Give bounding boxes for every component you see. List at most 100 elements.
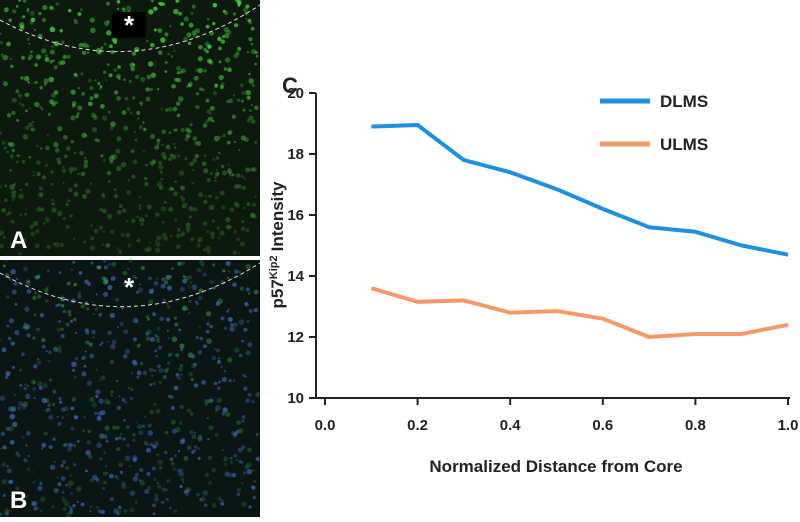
cell xyxy=(214,348,217,351)
cell xyxy=(183,16,189,22)
cell xyxy=(89,85,94,91)
cell xyxy=(61,168,67,174)
cell xyxy=(252,202,257,208)
cell xyxy=(214,172,220,177)
cell xyxy=(168,186,174,192)
cell xyxy=(139,361,144,366)
cell xyxy=(98,313,102,317)
cell xyxy=(203,503,208,507)
cell xyxy=(19,21,25,28)
cell xyxy=(230,462,234,465)
cell xyxy=(45,408,49,413)
cell xyxy=(181,202,188,209)
cell xyxy=(132,476,139,482)
cell xyxy=(94,79,97,82)
cell xyxy=(250,104,253,107)
cell xyxy=(147,430,154,436)
cell xyxy=(215,405,221,411)
cell xyxy=(49,5,54,10)
cell xyxy=(117,210,122,215)
cell xyxy=(196,140,202,146)
cell xyxy=(68,486,71,489)
cell xyxy=(136,375,140,379)
cell xyxy=(18,193,24,200)
cell xyxy=(41,337,46,343)
cell xyxy=(143,441,149,446)
cell xyxy=(142,150,146,153)
cell xyxy=(86,44,90,48)
cell xyxy=(155,335,160,340)
cell xyxy=(66,54,71,59)
cell xyxy=(199,87,203,91)
cell xyxy=(227,270,231,273)
cell xyxy=(25,280,31,287)
cell xyxy=(85,340,90,345)
cell xyxy=(156,338,161,343)
cell xyxy=(10,64,14,69)
cell xyxy=(138,216,144,223)
cell xyxy=(144,247,150,253)
cell xyxy=(185,222,191,229)
cell xyxy=(39,312,45,318)
cell xyxy=(176,113,181,118)
cell xyxy=(149,160,155,166)
cell xyxy=(255,54,259,58)
cell xyxy=(224,326,228,330)
cell xyxy=(180,22,184,26)
cell xyxy=(174,146,177,149)
cell xyxy=(148,288,154,294)
cell xyxy=(37,485,43,491)
cell xyxy=(170,55,174,58)
cell xyxy=(156,443,159,446)
cell xyxy=(60,296,66,302)
cell xyxy=(11,97,17,103)
cell xyxy=(66,446,72,452)
cell xyxy=(238,149,241,152)
cell xyxy=(62,310,66,314)
cell xyxy=(5,212,9,216)
cell xyxy=(220,39,226,44)
cell xyxy=(9,58,13,61)
cell xyxy=(129,490,136,496)
cell xyxy=(250,167,255,172)
cell xyxy=(187,81,193,87)
cell xyxy=(57,421,62,427)
cell xyxy=(209,112,212,115)
cell xyxy=(103,451,107,454)
x-tick-label: 0.4 xyxy=(500,417,522,434)
cell xyxy=(85,188,91,195)
cell xyxy=(182,275,186,279)
cell xyxy=(107,263,111,267)
cell xyxy=(225,411,231,418)
cell xyxy=(109,229,115,235)
cell xyxy=(187,285,191,288)
cell xyxy=(32,220,39,227)
cell xyxy=(69,474,73,477)
cell xyxy=(89,182,93,185)
cell xyxy=(185,486,192,493)
cell xyxy=(16,160,19,164)
cell xyxy=(49,26,56,33)
cell xyxy=(10,341,16,346)
cell xyxy=(30,379,37,385)
cell xyxy=(156,452,160,457)
cell xyxy=(40,108,44,111)
cell xyxy=(68,480,74,486)
cell xyxy=(110,154,115,159)
cell xyxy=(170,187,175,191)
cell xyxy=(117,505,122,510)
cell xyxy=(177,227,181,231)
cell xyxy=(132,96,135,100)
cell xyxy=(251,83,256,88)
cell xyxy=(254,50,259,55)
y-axis-label-sup: Kip2 xyxy=(268,255,280,279)
cell xyxy=(123,78,126,82)
cell xyxy=(83,364,87,368)
cell xyxy=(5,295,10,299)
cell xyxy=(25,495,29,499)
cell xyxy=(178,328,182,332)
cell xyxy=(206,177,211,183)
cell xyxy=(197,456,201,460)
cell xyxy=(155,212,160,217)
cell xyxy=(225,224,231,230)
